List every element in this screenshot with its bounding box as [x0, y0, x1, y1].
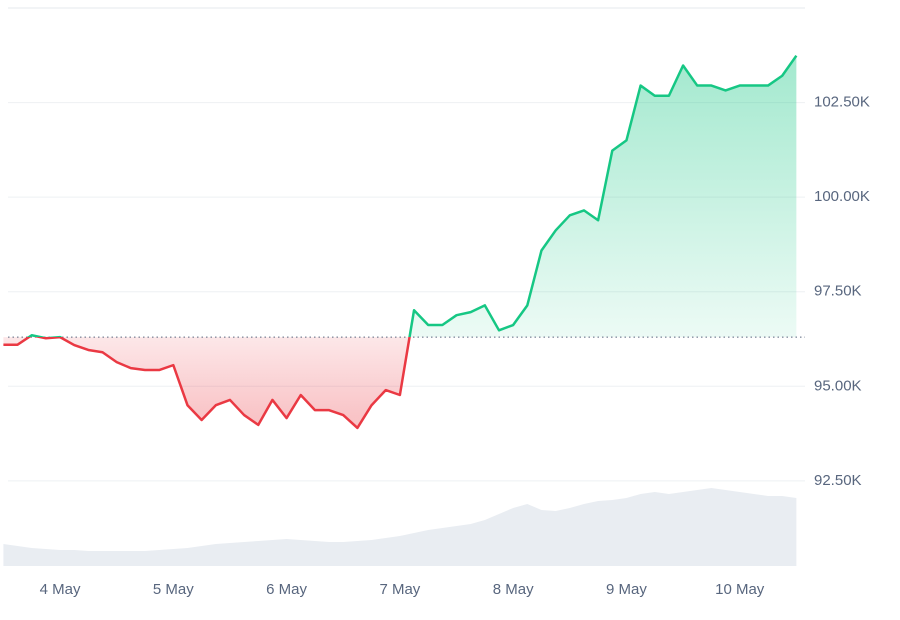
x-tick-label: 10 May: [715, 581, 765, 598]
y-tick-label: 97.50K: [814, 283, 862, 300]
x-tick-label: 5 May: [153, 581, 194, 598]
volume-area: [3, 488, 797, 566]
price-area: [3, 55, 797, 428]
x-tick-label: 8 May: [493, 581, 534, 598]
y-tick-label: 100.00K: [814, 188, 870, 205]
price-line: [3, 54, 798, 430]
y-tick-label: 95.00K: [814, 377, 862, 394]
x-tick-label: 4 May: [40, 581, 81, 598]
x-tick-label: 6 May: [266, 581, 307, 598]
y-tick-label: 92.50K: [814, 472, 862, 489]
x-tick-label: 9 May: [606, 581, 647, 598]
x-tick-label: 7 May: [379, 581, 420, 598]
y-tick-label: 102.50K: [814, 94, 870, 111]
